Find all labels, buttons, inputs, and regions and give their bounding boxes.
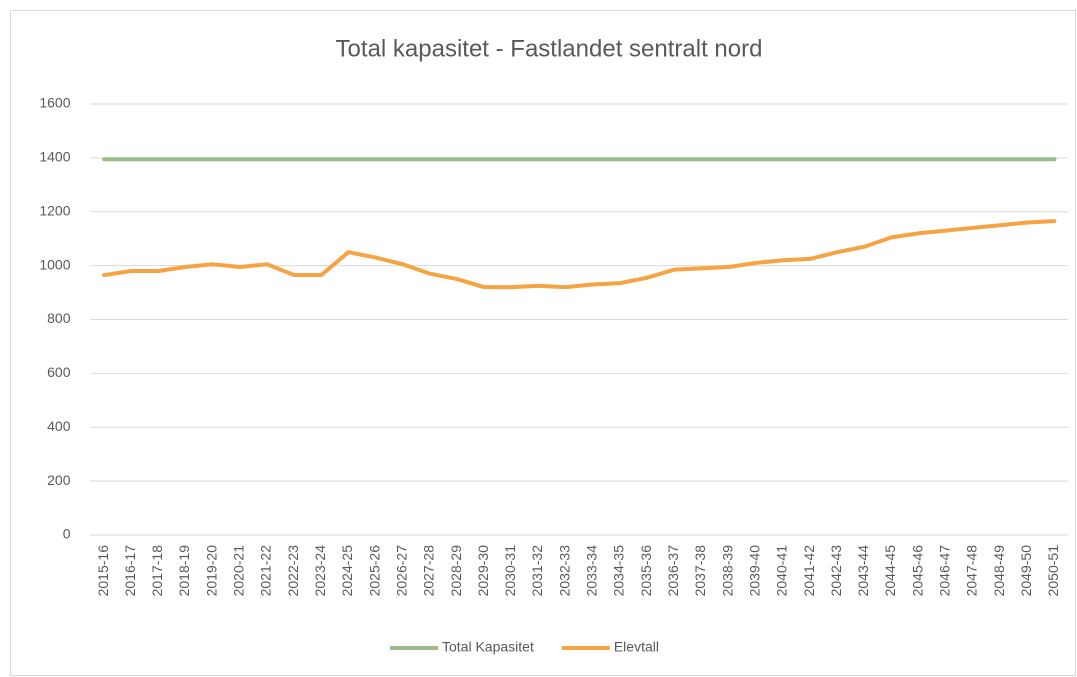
x-tick-label: 2027-28 xyxy=(421,545,437,597)
x-tick-label: 2018-19 xyxy=(176,545,192,597)
chart-title: Total kapasitet - Fastlandet sentralt no… xyxy=(336,35,763,62)
x-tick-label: 2028-29 xyxy=(448,545,464,597)
x-tick-label: 2046-47 xyxy=(937,545,953,597)
x-tick-label: 2019-20 xyxy=(203,545,219,597)
x-tick-label: 2037-38 xyxy=(692,545,708,597)
x-tick-label: 2047-48 xyxy=(964,545,980,597)
x-tick-label: 2032-33 xyxy=(556,545,572,597)
y-tick-label: 1600 xyxy=(39,95,70,111)
x-tick-label: 2045-46 xyxy=(909,545,925,597)
legend-label: Elevtall xyxy=(614,639,659,655)
x-tick-label: 2016-17 xyxy=(122,545,138,597)
legend-label: Total Kapasitet xyxy=(442,639,534,655)
x-tick-label: 2026-27 xyxy=(393,545,409,597)
x-tick-label: 2024-25 xyxy=(339,545,355,597)
x-tick-label: 2023-24 xyxy=(312,545,328,597)
x-tick-label: 2020-21 xyxy=(231,545,247,597)
y-tick-label: 600 xyxy=(47,364,71,380)
x-tick-label: 2015-16 xyxy=(95,545,111,597)
y-tick-label: 800 xyxy=(47,310,71,326)
chart-frame xyxy=(10,10,1076,676)
x-tick-label: 2030-31 xyxy=(502,545,518,597)
x-tick-label: 2017-18 xyxy=(149,545,165,597)
x-tick-label: 2044-45 xyxy=(882,545,898,597)
series-line xyxy=(102,219,1057,290)
y-tick-label: 1000 xyxy=(39,256,70,272)
x-tick-label: 2029-30 xyxy=(475,545,491,597)
x-tick-label: 2049-50 xyxy=(1018,545,1034,597)
x-tick-label: 2043-44 xyxy=(855,545,871,597)
x-tick-label: 2031-32 xyxy=(529,545,545,597)
x-tick-label: 2021-22 xyxy=(258,545,274,597)
y-tick-label: 0 xyxy=(63,526,71,542)
x-tick-label: 2034-35 xyxy=(611,545,627,597)
x-tick-label: 2039-40 xyxy=(746,545,762,597)
x-tick-label: 2035-36 xyxy=(638,545,654,597)
x-tick-label: 2033-34 xyxy=(584,545,600,597)
x-tick-label: 2050-51 xyxy=(1045,545,1061,597)
x-tick-label: 2025-26 xyxy=(366,545,382,597)
x-tick-label: 2036-37 xyxy=(665,545,681,597)
y-tick-label: 1400 xyxy=(39,149,70,165)
x-tick-label: 2038-39 xyxy=(719,545,735,597)
y-tick-label: 400 xyxy=(47,418,71,434)
x-tick-label: 2042-43 xyxy=(828,545,844,597)
x-tick-label: 2048-49 xyxy=(991,545,1007,597)
x-tick-label: 2041-42 xyxy=(801,545,817,597)
y-tick-label: 200 xyxy=(47,472,71,488)
y-tick-label: 1200 xyxy=(39,202,70,218)
x-tick-label: 2040-41 xyxy=(774,545,790,597)
x-tick-label: 2022-23 xyxy=(285,545,301,597)
